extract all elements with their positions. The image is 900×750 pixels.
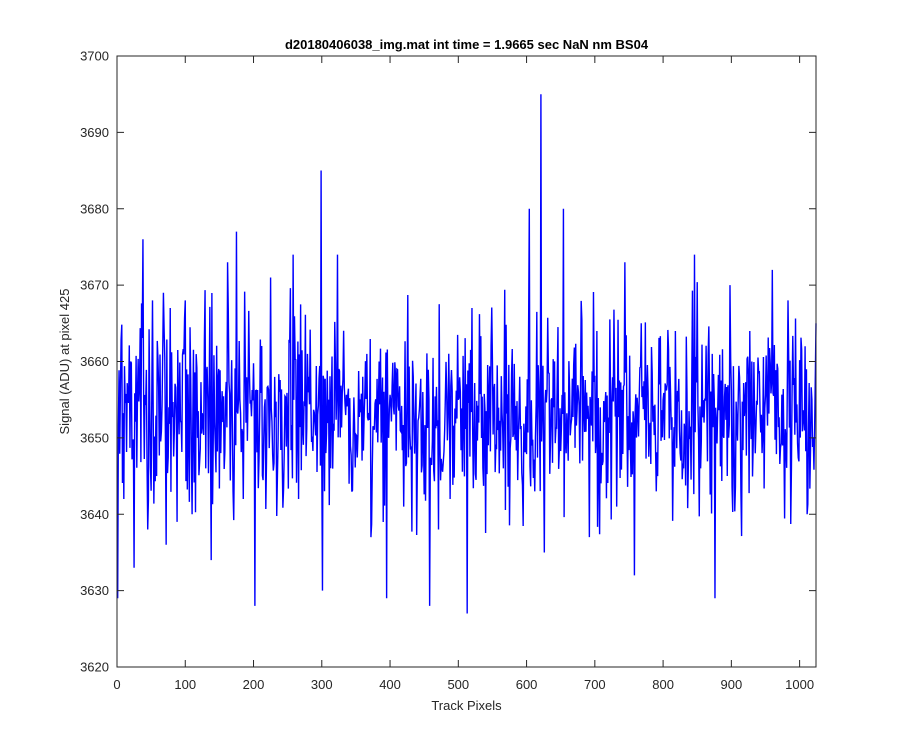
x-tick-label: 400 (379, 677, 401, 692)
y-tick-label: 3680 (80, 201, 109, 216)
chart-title: d20180406038_img.mat int time = 1.9665 s… (285, 37, 649, 52)
x-tick-label: 0 (113, 677, 120, 692)
x-tick-label: 100 (174, 677, 196, 692)
x-tick-label: 900 (721, 677, 743, 692)
x-tick-label: 300 (311, 677, 333, 692)
x-tick-label: 600 (516, 677, 538, 692)
x-tick-label: 500 (447, 677, 469, 692)
y-tick-label: 3700 (80, 49, 109, 64)
y-tick-label: 3620 (80, 660, 109, 675)
x-tick-label: 700 (584, 677, 606, 692)
x-axis-label: Track Pixels (431, 698, 502, 713)
y-tick-label: 3650 (80, 430, 109, 445)
x-tick-label: 200 (243, 677, 265, 692)
x-tick-label: 1000 (785, 677, 814, 692)
x-tick-label: 800 (652, 677, 674, 692)
y-tick-label: 3660 (80, 354, 109, 369)
y-tick-label: 3670 (80, 278, 109, 293)
y-axis-label: Signal (ADU) at pixel 425 (57, 289, 72, 435)
signal-series-line (116, 94, 817, 614)
tick-layer: 0 100 200 300 400 500 600 700 800 900 1000 3620 3630… (80, 49, 816, 692)
y-tick-label: 3630 (80, 583, 109, 598)
y-tick-label: 3690 (80, 125, 109, 140)
data-layer (116, 94, 817, 614)
y-tick-label: 3640 (80, 507, 109, 522)
